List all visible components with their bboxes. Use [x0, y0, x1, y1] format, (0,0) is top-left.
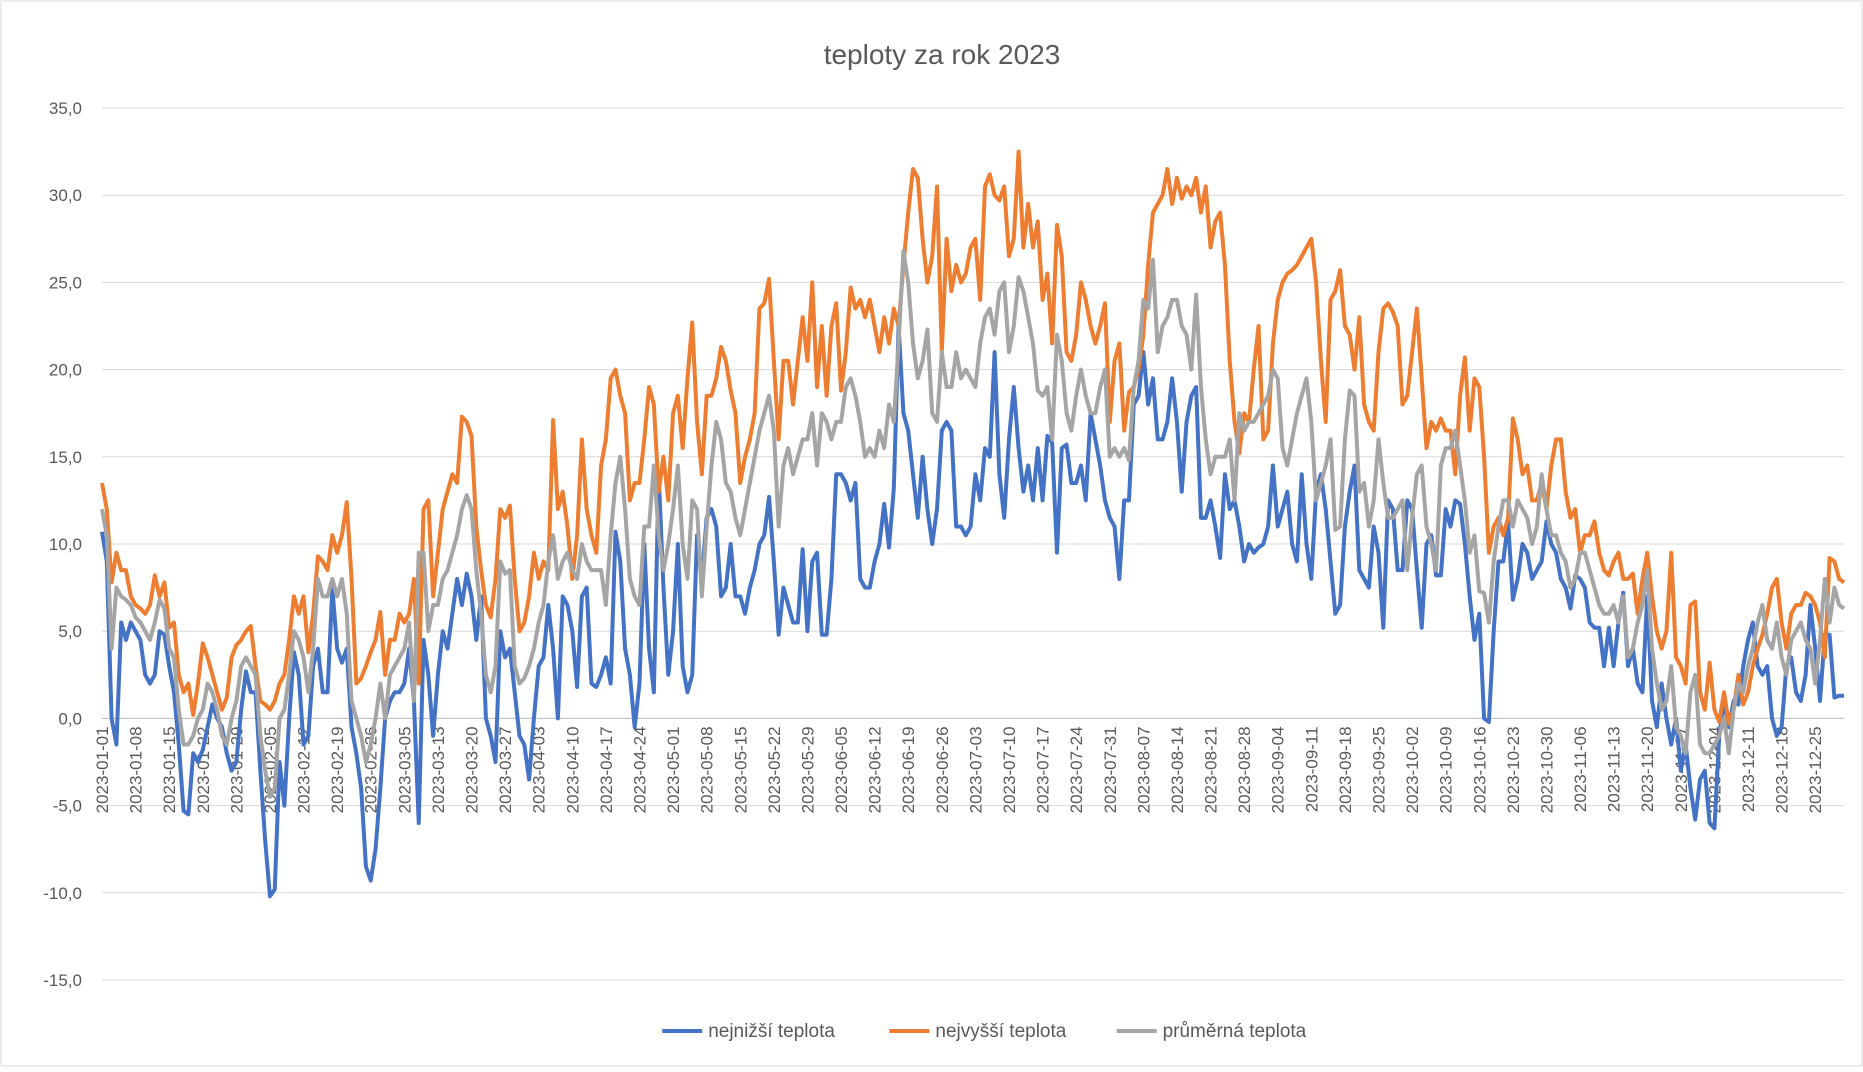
x-tick-label: 2023-11-06	[1571, 726, 1590, 812]
x-tick-label: 2023-06-12	[866, 726, 885, 813]
x-tick-label: 2023-01-01	[93, 726, 112, 813]
x-tick-label: 2023-04-17	[597, 726, 616, 813]
series-line	[100, 249, 1846, 799]
x-tick-label: 2023-02-19	[328, 726, 347, 813]
x-tick-label: 2023-12-18	[1773, 726, 1792, 813]
legend-label: nejvyšší teplota	[935, 1021, 1066, 1042]
y-tick-label: 15,0	[49, 448, 82, 467]
x-tick-label: 2023-02-05	[261, 726, 280, 813]
series-line	[100, 149, 1846, 726]
x-tick-label: 2023-02-12	[295, 726, 314, 813]
x-tick-label: 2023-09-04	[1269, 726, 1288, 813]
x-tick-label: 2023-12-11	[1739, 726, 1758, 812]
x-tick-label: 2023-02-26	[362, 726, 381, 813]
x-tick-label: 2023-08-07	[1134, 726, 1153, 813]
x-tick-label: 2023-10-09	[1437, 726, 1456, 813]
x-tick-label: 2023-01-08	[127, 726, 146, 813]
x-tick-label: 2023-01-29	[227, 726, 246, 813]
x-tick-label: 2023-09-11	[1302, 726, 1321, 812]
y-tick-label: 5,0	[58, 622, 82, 641]
x-tick-label: 2023-05-15	[731, 726, 750, 813]
x-tick-label: 2023-04-03	[530, 726, 549, 813]
x-tick-label: 2023-01-15	[160, 726, 179, 813]
x-tick-label: 2023-01-22	[194, 726, 213, 813]
x-tick-label: 2023-09-18	[1336, 726, 1355, 813]
x-tick-label: 2023-11-13	[1605, 726, 1624, 812]
x-tick-label: 2023-10-30	[1537, 726, 1556, 813]
y-tick-label: 10,0	[49, 535, 82, 554]
x-tick-label: 2023-05-29	[798, 726, 817, 813]
x-tick-label: 2023-10-23	[1504, 726, 1523, 813]
x-tick-label: 2023-07-31	[1101, 726, 1120, 813]
x-tick-label: 2023-08-28	[1235, 726, 1254, 813]
x-tick-label: 2023-07-03	[966, 726, 985, 813]
x-tick-label: 2023-07-24	[1067, 726, 1086, 813]
y-tick-label: 0,0	[58, 709, 82, 728]
x-tick-label: 2023-08-21	[1202, 726, 1221, 813]
x-tick-label: 2023-10-02	[1403, 726, 1422, 813]
x-tick-label: 2023-05-08	[698, 726, 717, 813]
y-tick-label: -15,0	[43, 971, 82, 990]
y-tick-label: 25,0	[49, 273, 82, 292]
y-tick-label: -5,0	[53, 797, 82, 816]
x-tick-label: 2023-06-19	[899, 726, 918, 813]
x-tick-label: 2023-07-10	[1000, 726, 1019, 813]
x-tick-label: 2023-05-01	[664, 726, 683, 813]
x-tick-label: 2023-03-27	[496, 726, 515, 813]
chart-title: teploty za rok 2023	[824, 39, 1061, 70]
x-tick-label: 2023-03-13	[429, 726, 448, 813]
x-tick-label: 2023-06-26	[933, 726, 952, 813]
legend-label: průměrná teplota	[1163, 1021, 1307, 1042]
series-line	[100, 324, 1844, 899]
x-tick-label: 2023-03-20	[463, 726, 482, 813]
x-tick-label: 2023-05-22	[765, 726, 784, 813]
x-tick-label: 2023-04-10	[563, 726, 582, 813]
x-tick-label: 2023-07-17	[1034, 726, 1053, 813]
x-tick-label: 2023-09-25	[1370, 726, 1389, 813]
x-tick-label: 2023-03-05	[395, 726, 414, 813]
y-tick-label: 35,0	[49, 99, 82, 118]
x-tick-label: 2023-10-16	[1470, 726, 1489, 813]
y-tick-label: 30,0	[49, 186, 82, 205]
y-tick-label: -10,0	[43, 884, 82, 903]
legend-label: nejnižší teplota	[708, 1021, 835, 1042]
x-tick-label: 2023-12-25	[1806, 726, 1825, 813]
x-tick-label: 2023-08-14	[1168, 726, 1187, 813]
x-tick-label: 2023-11-20	[1638, 726, 1657, 812]
x-tick-label: 2023-06-05	[832, 726, 851, 813]
y-tick-label: 20,0	[49, 361, 82, 380]
x-tick-label: 2023-04-24	[630, 726, 649, 813]
